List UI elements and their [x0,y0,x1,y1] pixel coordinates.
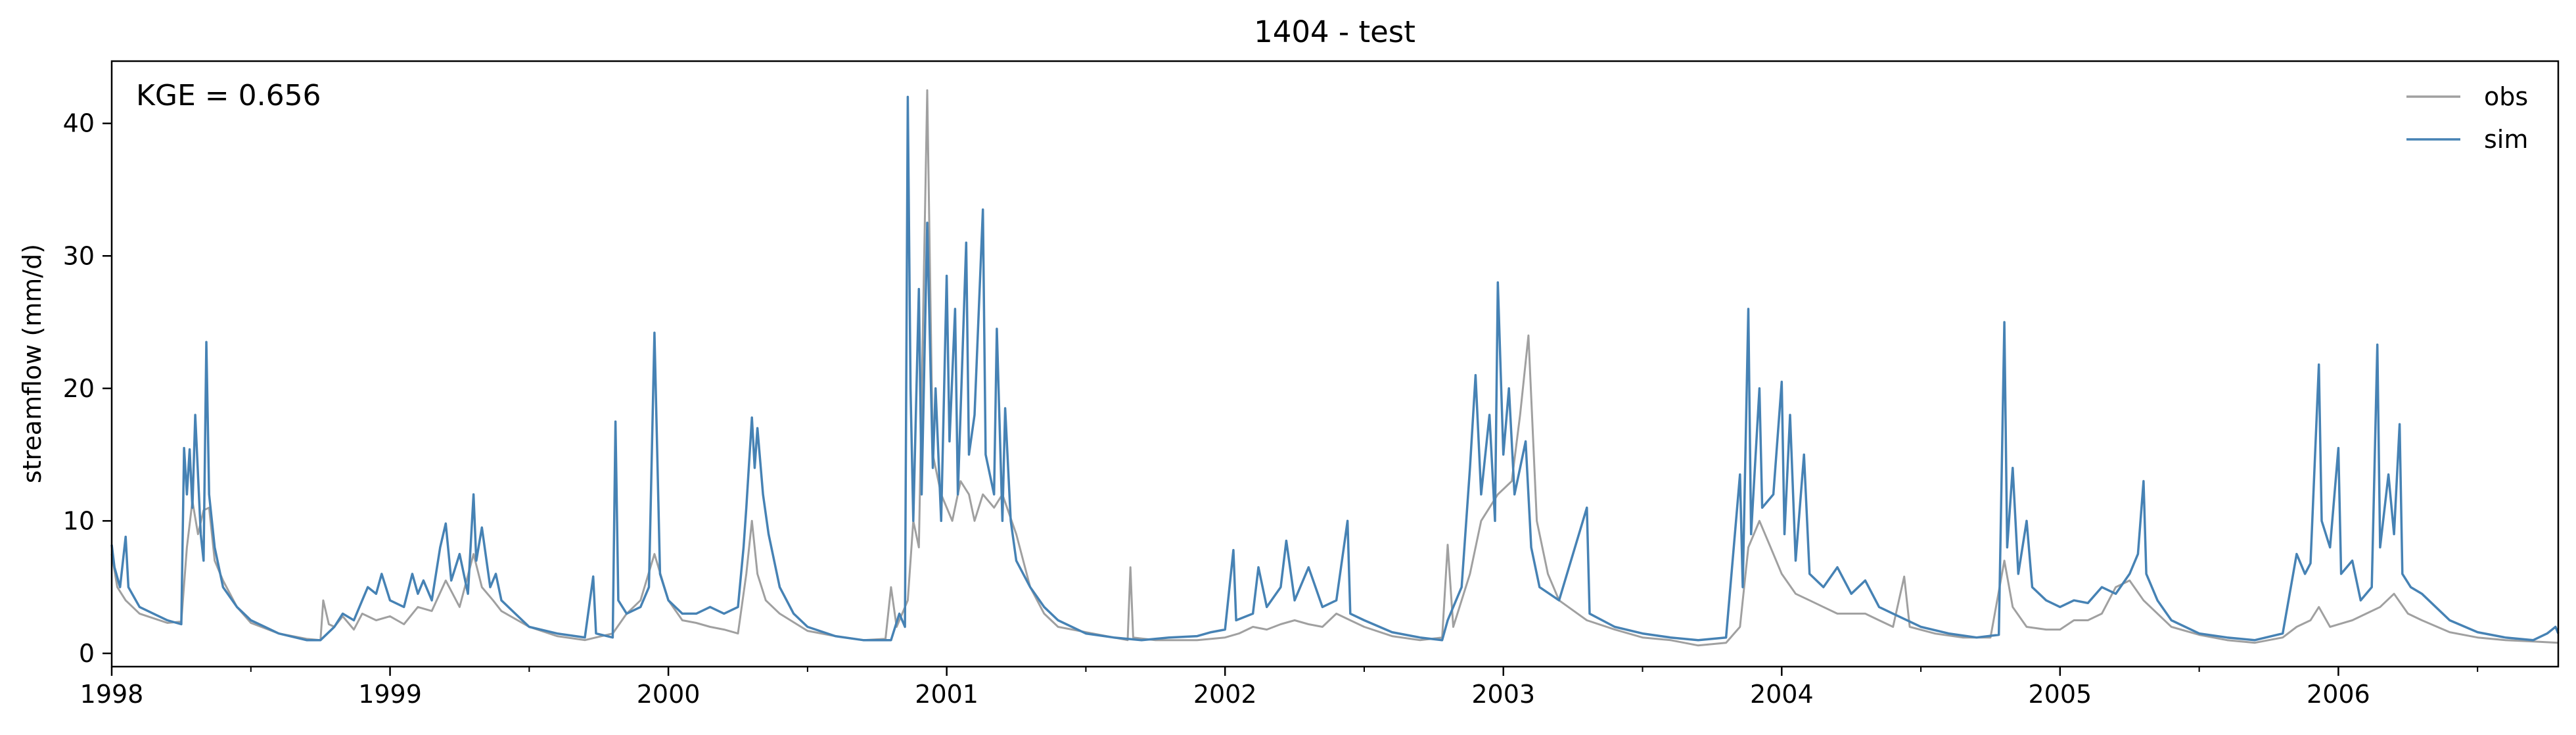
series-line-sim [110,95,2560,642]
x-tick-label-2002: 2002 [1193,680,1257,709]
x-tick-label-2005: 2005 [2028,680,2092,709]
y-axis-label: streamflow (mm/d) [18,244,47,483]
y-tick-label-40: 40 [63,109,95,138]
y-axis: 0 10 20 30 40 [63,109,112,668]
legend-obs-label: obs [2484,82,2528,111]
series-line-obs [110,89,2559,647]
x-tick-label-2004: 2004 [1750,680,1814,709]
chart-title: 1404 - test [1254,14,1415,49]
series-layer [110,89,2560,647]
x-tick-label-1998: 1998 [80,680,144,709]
plot-frame [110,60,2560,668]
y-tick-label-10: 10 [63,506,95,535]
kge-annotation: KGE = 0.656 [136,79,321,112]
x-tick-label-1999: 1999 [358,680,422,709]
x-tick-label-2006: 2006 [2307,680,2370,709]
legend: obs sim [2406,82,2528,154]
legend-sim-label: sim [2484,125,2528,154]
x-axis: 1998 1999 2000 2001 2002 2003 2004 2005 2006 [80,667,2479,709]
y-tick-label-0: 0 [79,639,95,668]
y-tick-label-20: 20 [63,374,95,403]
x-tick-label-2000: 2000 [637,680,701,709]
x-tick-label-2003: 2003 [1471,680,1535,709]
y-tick-label-30: 30 [63,241,95,270]
x-tick-label-2001: 2001 [915,680,978,709]
